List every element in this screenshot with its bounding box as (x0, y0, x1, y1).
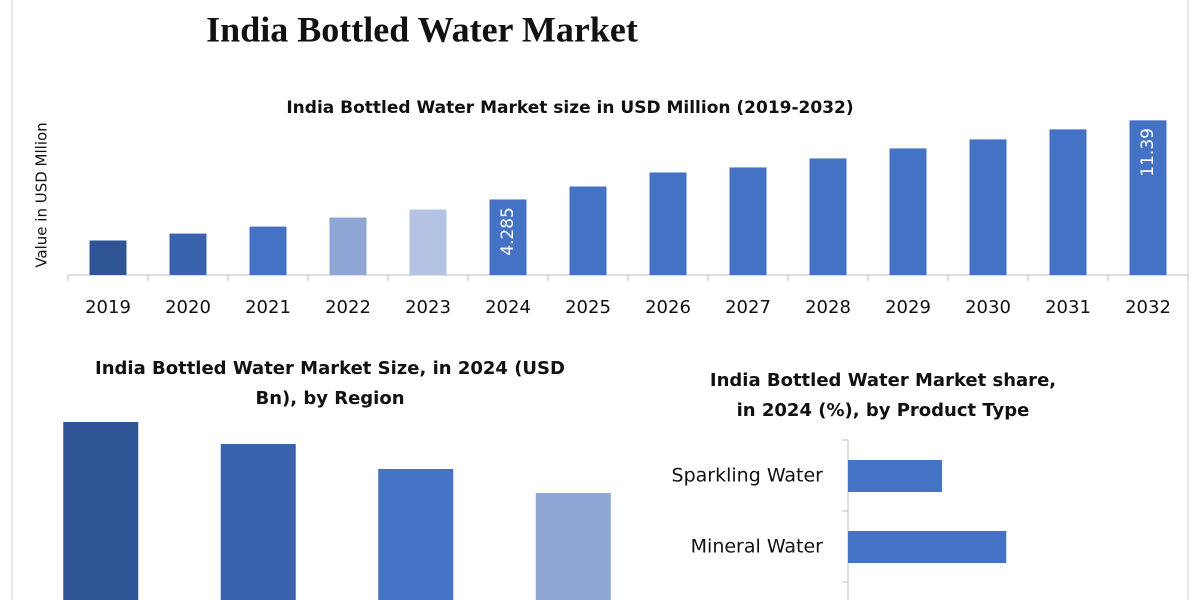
bar (220, 444, 296, 600)
bar (535, 493, 611, 600)
frame (11, 0, 1189, 600)
bar (89, 240, 127, 275)
x-tick-label: 2023 (405, 297, 451, 318)
bar (169, 233, 207, 275)
chart-title: India Bottled Water Market share, in 202… (709, 370, 1057, 421)
bar (889, 148, 927, 275)
chart-title: India Bottled Water Market size in USD M… (286, 98, 853, 118)
bar (649, 172, 687, 275)
x-tick-label: 2028 (805, 297, 851, 318)
bar (809, 158, 847, 275)
x-tick-label: 2030 (965, 297, 1011, 318)
x-tick-label: 2022 (325, 297, 371, 318)
bar (329, 217, 367, 275)
bar (969, 139, 1007, 275)
x-tick-label: 2031 (1045, 297, 1091, 318)
x-tick-label: 2027 (725, 297, 771, 318)
chart-title: India Bottled Water Market Size, in 2024… (95, 358, 565, 409)
bar (848, 460, 943, 492)
y-axis-label: Value in USD Mllion (33, 122, 51, 267)
x-tick-label: 2032 (1125, 297, 1171, 318)
x-tick-label: 2025 (565, 297, 611, 318)
bar (1049, 129, 1087, 275)
page-title: India Bottled Water Market (206, 9, 638, 49)
bar (409, 209, 447, 275)
bar (848, 531, 1007, 563)
x-tick-label: 2024 (485, 297, 531, 318)
bar (569, 186, 607, 275)
x-tick-label: 2019 (85, 297, 131, 318)
bar (378, 469, 454, 600)
y-tick-label: Mineral Water (691, 536, 824, 558)
x-tick-label: 2029 (885, 297, 931, 318)
x-tick-label: 2020 (165, 297, 211, 318)
bar (1129, 120, 1167, 275)
bar (249, 226, 287, 275)
bar (729, 167, 767, 275)
x-tick-label: 2021 (245, 297, 291, 318)
value-label: 4.285 (498, 207, 518, 256)
value-label: 11.39 (1138, 128, 1158, 177)
y-tick-label: Sparkling Water (672, 465, 824, 487)
bar (63, 422, 139, 600)
bar (489, 199, 527, 275)
x-tick-label: 2026 (645, 297, 691, 318)
